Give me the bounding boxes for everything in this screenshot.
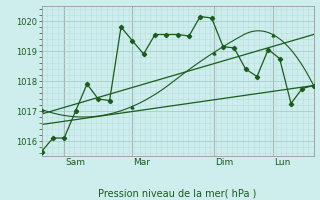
Text: Mar: Mar	[133, 158, 150, 167]
Text: Dim: Dim	[215, 158, 233, 167]
Text: Lun: Lun	[274, 158, 291, 167]
Text: Sam: Sam	[66, 158, 85, 167]
Text: Pression niveau de la mer( hPa ): Pression niveau de la mer( hPa )	[99, 189, 257, 199]
